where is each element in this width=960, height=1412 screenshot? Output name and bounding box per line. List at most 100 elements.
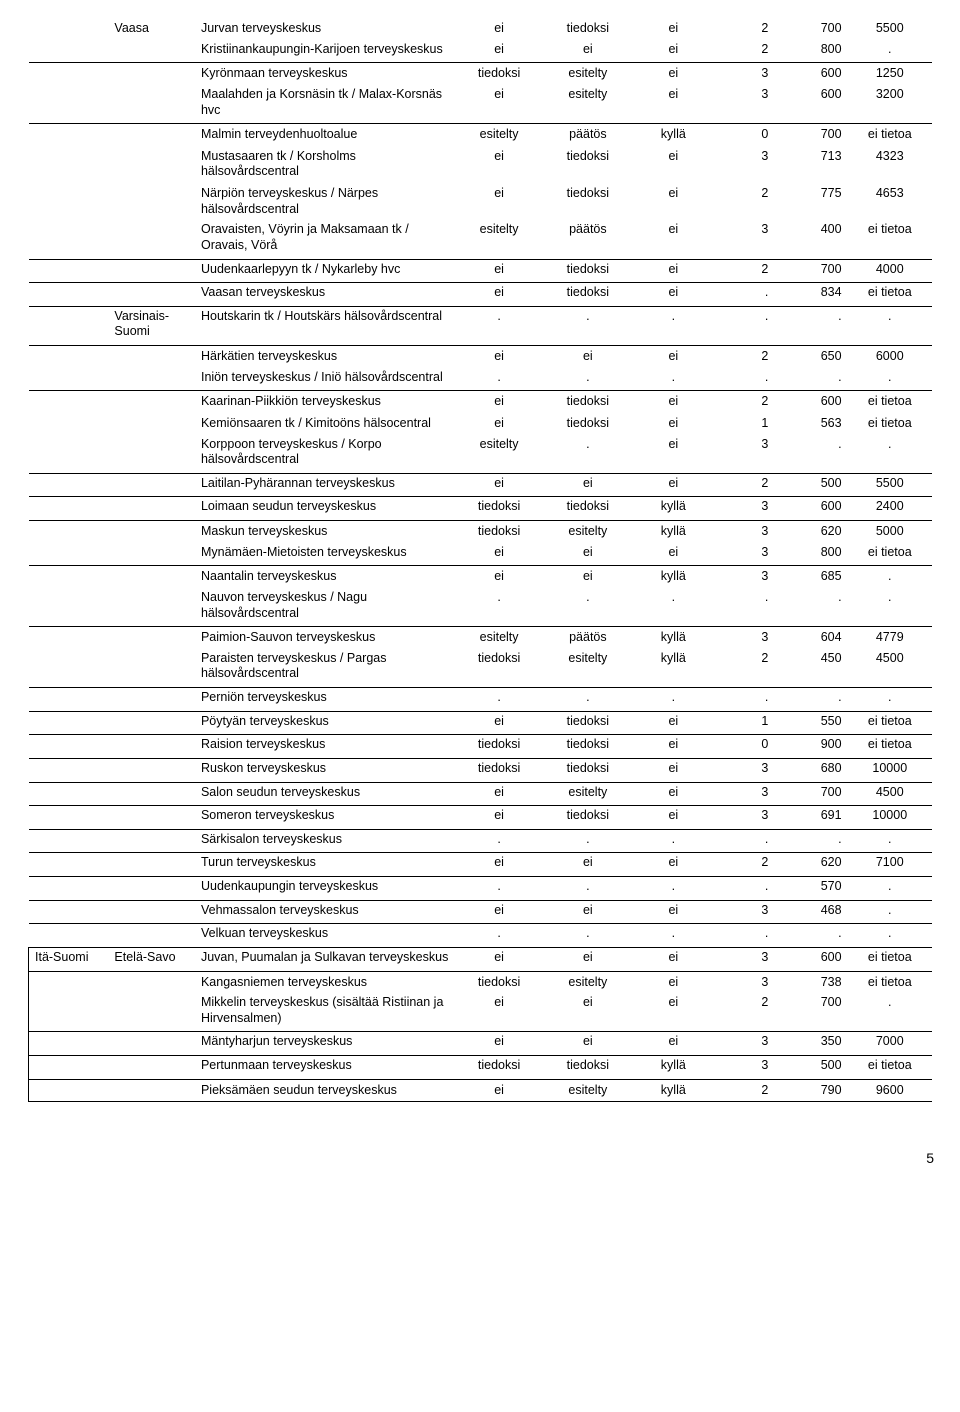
table-cell: . (632, 368, 714, 391)
table-cell: Etelä-Savo (108, 947, 195, 971)
table-row: Mikkelin terveyskeskus (sisältää Ristiin… (29, 993, 933, 1032)
table-cell: . (848, 566, 932, 588)
table-cell: ei (543, 1032, 632, 1056)
table-cell: esitelty (543, 1079, 632, 1102)
table-cell (108, 971, 195, 993)
table-cell (108, 259, 195, 283)
table-cell: tiedoksi (455, 758, 544, 782)
table-cell: 700 (774, 18, 847, 40)
table-row: Maalahden ja Korsnäsin tk / Malax-Korsnä… (29, 85, 933, 124)
table-cell (29, 259, 109, 283)
table-cell: ei (455, 85, 544, 124)
table-cell: ei tietoa (848, 711, 932, 735)
table-cell: 3 (714, 543, 774, 566)
table-cell (29, 220, 109, 259)
table-cell: 2 (714, 259, 774, 283)
table-cell (108, 1056, 195, 1080)
table-cell: . (714, 588, 774, 627)
table-cell: Härkätien terveyskeskus (195, 346, 455, 368)
table-cell (29, 566, 109, 588)
table-cell: . (774, 306, 847, 345)
table-cell: ei tietoa (848, 947, 932, 971)
table-cell (29, 758, 109, 782)
table-cell: ei (455, 283, 544, 307)
table-cell: 2 (714, 183, 774, 220)
table-cell: . (455, 877, 544, 901)
table-row: Varsinais-SuomiHoutskarin tk / Houtskärs… (29, 306, 933, 345)
table-cell: Turun terveyskeskus (195, 853, 455, 877)
table-cell: tiedoksi (543, 758, 632, 782)
table-cell: 3 (714, 85, 774, 124)
table-cell: Kristiinankaupungin-Karijoen terveyskesk… (195, 40, 455, 63)
table-cell: 0 (714, 735, 774, 759)
table-row: Mäntyharjun terveyskeskuseieiei33507000 (29, 1032, 933, 1056)
table-cell (108, 649, 195, 688)
table-cell: ei (455, 543, 544, 566)
table-cell: ei (543, 947, 632, 971)
table-cell: 468 (774, 900, 847, 924)
table-cell (29, 306, 109, 345)
table-cell: esitelty (543, 85, 632, 124)
table-cell: ei tietoa (848, 543, 932, 566)
table-cell: ei (632, 543, 714, 566)
table-cell: Mäntyharjun terveyskeskus (195, 1032, 455, 1056)
table-cell: esitelty (543, 521, 632, 543)
table-cell: 500 (774, 1056, 847, 1080)
table-row: Mustasaaren tk / Korsholms hälsovårdscen… (29, 146, 933, 183)
table-cell: esitelty (455, 220, 544, 259)
table-row: Velkuan terveyskeskus...... (29, 924, 933, 948)
table-cell (108, 543, 195, 566)
table-cell: . (455, 588, 544, 627)
table-cell (29, 877, 109, 901)
table-cell: tiedoksi (543, 711, 632, 735)
table-cell: ei (543, 40, 632, 63)
table-cell: 600 (774, 85, 847, 124)
table-cell: . (632, 924, 714, 948)
table-cell: . (714, 306, 774, 345)
table-cell: . (774, 435, 847, 474)
table-cell: 7100 (848, 853, 932, 877)
table-cell: 3 (714, 1032, 774, 1056)
table-row: Kyrönmaan terveyskeskustiedoksiesiteltye… (29, 63, 933, 85)
table-cell: 5500 (848, 18, 932, 40)
table-cell: 5000 (848, 521, 932, 543)
table-cell: 800 (774, 543, 847, 566)
table-cell: 563 (774, 413, 847, 435)
table-cell: . (455, 306, 544, 345)
table-cell: . (714, 829, 774, 853)
table-cell: ei (632, 63, 714, 85)
table-row: Närpiön terveyskeskus / Närpes hälsovård… (29, 183, 933, 220)
table-cell: . (455, 688, 544, 712)
table-cell: . (455, 368, 544, 391)
table-row: Vaasan terveyskeskuseitiedoksiei.834ei t… (29, 283, 933, 307)
table-cell: . (848, 993, 932, 1032)
table-cell (29, 627, 109, 649)
table-row: Uudenkaupungin terveyskeskus....570. (29, 877, 933, 901)
table-cell: Vaasan terveyskeskus (195, 283, 455, 307)
table-cell: ei tietoa (848, 971, 932, 993)
table-cell: 790 (774, 1079, 847, 1102)
table-cell (108, 566, 195, 588)
table-cell (108, 183, 195, 220)
table-cell: 3 (714, 900, 774, 924)
table-cell (108, 588, 195, 627)
table-row: Ruskon terveyskeskustiedoksitiedoksiei36… (29, 758, 933, 782)
table-cell: esitelty (543, 649, 632, 688)
table-cell: Varsinais-Suomi (108, 306, 195, 345)
table-cell: tiedoksi (543, 259, 632, 283)
table-cell: ei (455, 346, 544, 368)
table-cell: 2 (714, 40, 774, 63)
table-cell: 600 (774, 63, 847, 85)
table-cell: Houtskarin tk / Houtskärs hälsovårdscent… (195, 306, 455, 345)
table-cell: ei (455, 146, 544, 183)
table-cell: tiedoksi (455, 521, 544, 543)
table-cell: 3 (714, 947, 774, 971)
table-cell (29, 346, 109, 368)
table-cell: 4000 (848, 259, 932, 283)
table-cell: Pieksämäen seudun terveyskeskus (195, 1079, 455, 1102)
table-cell: ei (455, 806, 544, 830)
table-cell: 450 (774, 649, 847, 688)
table-cell: esitelty (543, 782, 632, 806)
table-cell: 685 (774, 566, 847, 588)
table-row: Someron terveyskeskuseitiedoksiei3691100… (29, 806, 933, 830)
